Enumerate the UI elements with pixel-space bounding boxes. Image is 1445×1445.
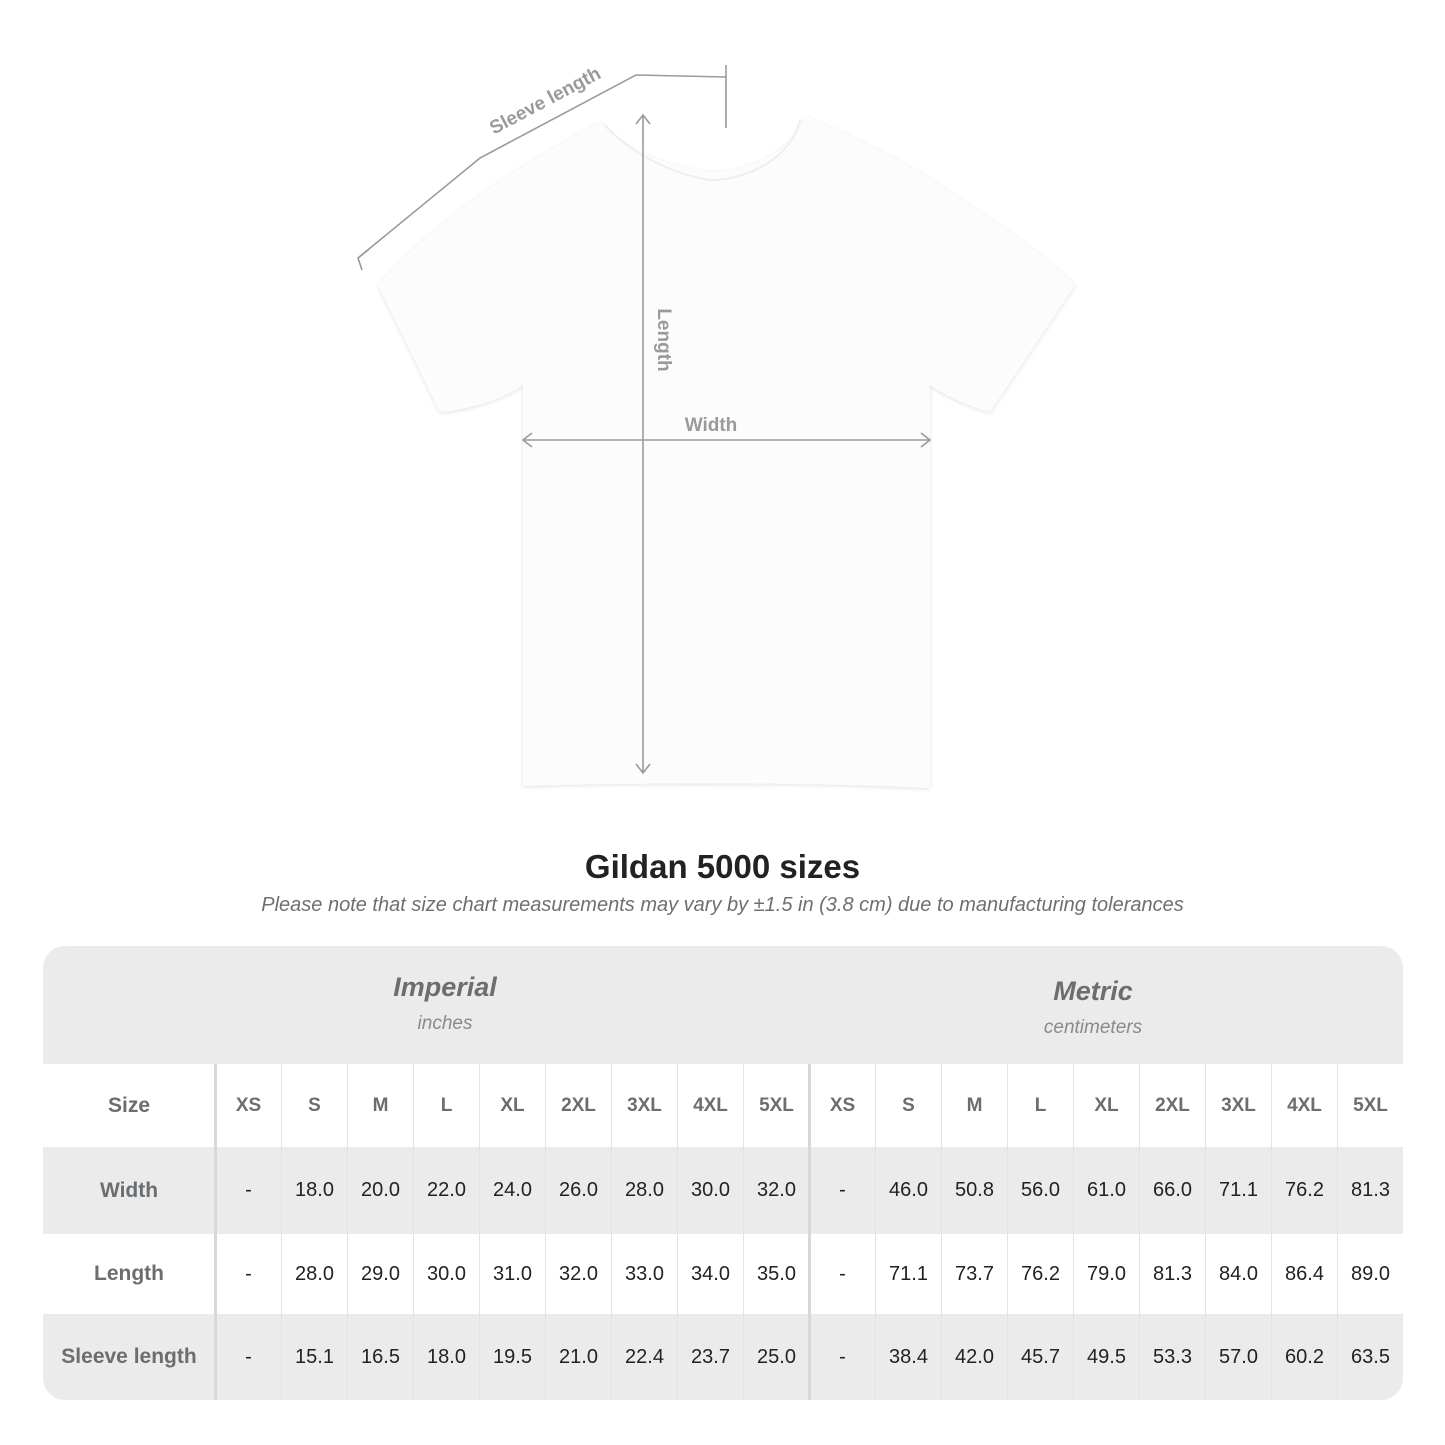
metric-value-cell: 56.0	[1007, 1147, 1073, 1234]
metric-value-cell: -	[809, 1314, 875, 1400]
size-header-cell: M	[347, 1064, 413, 1147]
metric-value-cell: 60.2	[1271, 1314, 1337, 1400]
imperial-value-cell: 35.0	[743, 1234, 809, 1314]
metric-value-cell: 63.5	[1337, 1314, 1403, 1400]
imperial-value-cell: 32.0	[743, 1147, 809, 1234]
table-row: Sleeve length -15.1 16.5 18.0 19.5 21.0 22.4 23…	[43, 1314, 1403, 1400]
imperial-value-cell: 29.0	[347, 1234, 413, 1314]
table-header: Imperial inches Metric centimeters	[43, 946, 1403, 1064]
metric-value-cell: 50.8	[941, 1147, 1007, 1234]
size-table: Imperial inches Metric centimeters Size X…	[43, 946, 1403, 1400]
tshirt-diagram: Sleeve length Length Width	[357, 63, 1075, 788]
row-label: Length	[94, 1262, 164, 1285]
imperial-value-cell: 19.5	[479, 1314, 545, 1400]
size-header-cell: L	[1007, 1064, 1073, 1147]
row-label: Sleeve length	[61, 1345, 197, 1368]
metric-value-cell: -	[809, 1234, 875, 1314]
system-divider	[808, 1064, 811, 1400]
imperial-value-cell: -	[215, 1314, 281, 1400]
metric-value-cell: 38.4	[875, 1314, 941, 1400]
imperial-value-cell: 23.7	[677, 1314, 743, 1400]
metric-value-cell: 66.0	[1139, 1147, 1205, 1234]
imperial-value-cell: 24.0	[479, 1147, 545, 1234]
imperial-value-cell: 34.0	[677, 1234, 743, 1314]
size-header-cell: 5XL	[743, 1064, 809, 1147]
table-row: Length -28.0 29.0 30.0 31.0 32.0 33.0 34.0 35.0-…	[43, 1234, 1403, 1314]
size-header-cell: S	[281, 1064, 347, 1147]
size-header-cell: 2XL	[1139, 1064, 1205, 1147]
metric-value-cell: 49.5	[1073, 1314, 1139, 1400]
imperial-value-cell: 18.0	[413, 1314, 479, 1400]
size-header-cell: XL	[1073, 1064, 1139, 1147]
imperial-header: Imperial inches	[148, 972, 742, 1035]
imperial-value-cell: 33.0	[611, 1234, 677, 1314]
imperial-value-cell: 16.5	[347, 1314, 413, 1400]
metric-value-cell: 79.0	[1073, 1234, 1139, 1314]
imperial-value-cell: 18.0	[281, 1147, 347, 1234]
measurement-lines	[357, 65, 932, 775]
imperial-value-cell: -	[215, 1147, 281, 1234]
metric-unit: centimeters	[1043, 1017, 1143, 1038]
imperial-value-cell: 20.0	[347, 1147, 413, 1234]
size-header-cell: 4XL	[677, 1064, 743, 1147]
table-row: Width -18.0 20.0 22.0 24.0 26.0 28.0 30.0 32.0-4…	[43, 1147, 1403, 1234]
size-header-cell: XS	[215, 1064, 281, 1147]
imperial-title: Imperial	[393, 972, 497, 1002]
metric-value-cell: 73.7	[941, 1234, 1007, 1314]
metric-value-cell: 53.3	[1139, 1314, 1205, 1400]
size-header-cell: 2XL	[545, 1064, 611, 1147]
metric-value-cell: 84.0	[1205, 1234, 1271, 1314]
metric-value-cell: 61.0	[1073, 1147, 1139, 1234]
size-header-cell: S	[875, 1064, 941, 1147]
size-header-cell: L	[413, 1064, 479, 1147]
sleeve-length-line	[357, 74, 727, 259]
metric-value-cell: 71.1	[875, 1234, 941, 1314]
row-label: Width	[99, 1178, 159, 1202]
column-divider	[214, 1064, 217, 1400]
imperial-value-cell: -	[215, 1234, 281, 1314]
imperial-value-cell: 22.0	[413, 1147, 479, 1234]
metric-title: Metric	[1053, 976, 1133, 1006]
imperial-value-cell: 30.0	[677, 1147, 743, 1234]
metric-value-cell: 76.2	[1271, 1147, 1337, 1234]
metric-value-cell: 57.0	[1205, 1314, 1271, 1400]
metric-value-cell: 42.0	[941, 1314, 1007, 1400]
size-header-cell: 4XL	[1271, 1064, 1337, 1147]
metric-value-cell: 81.3	[1139, 1234, 1205, 1314]
imperial-unit: inches	[417, 1013, 473, 1034]
metric-value-cell: 76.2	[1007, 1234, 1073, 1314]
metric-value-cell: 45.7	[1007, 1314, 1073, 1400]
metric-value-cell: 89.0	[1337, 1234, 1403, 1314]
imperial-value-cell: 31.0	[479, 1234, 545, 1314]
size-header-cell: XL	[479, 1064, 545, 1147]
size-header-cell: 5XL	[1337, 1064, 1403, 1147]
metric-value-cell: -	[809, 1147, 875, 1234]
metric-value-cell: 81.3	[1337, 1147, 1403, 1234]
length-label: Length	[653, 308, 674, 371]
imperial-value-cell: 30.0	[413, 1234, 479, 1314]
imperial-value-cell: 28.0	[611, 1147, 677, 1234]
width-label: Width	[685, 415, 738, 436]
size-header-cell: 3XL	[611, 1064, 677, 1147]
imperial-value-cell: 15.1	[281, 1314, 347, 1400]
page-title: Gildan 5000 sizes	[584, 848, 861, 885]
metric-header: Metric centimeters	[796, 976, 1390, 1039]
size-row: Size XS S M L XL 2XL 3XL 4XL 5XL XS S M L XL 2XL 3XL 4XL 5…	[43, 1064, 1403, 1147]
tshirt-shape	[378, 116, 1075, 788]
imperial-value-cell: 32.0	[545, 1234, 611, 1314]
metric-value-cell: 46.0	[875, 1147, 941, 1234]
size-header-cell: XS	[809, 1064, 875, 1147]
imperial-value-cell: 22.4	[611, 1314, 677, 1400]
imperial-value-cell: 25.0	[743, 1314, 809, 1400]
metric-value-cell: 71.1	[1205, 1147, 1271, 1234]
imperial-value-cell: 28.0	[281, 1234, 347, 1314]
metric-value-cell: 86.4	[1271, 1234, 1337, 1314]
imperial-value-cell: 21.0	[545, 1314, 611, 1400]
size-header-cell: 3XL	[1205, 1064, 1271, 1147]
tolerance-note: Please note that size chart measurements…	[261, 894, 1184, 916]
size-header-cell: M	[941, 1064, 1007, 1147]
size-label: Size	[107, 1093, 151, 1117]
imperial-value-cell: 26.0	[545, 1147, 611, 1234]
